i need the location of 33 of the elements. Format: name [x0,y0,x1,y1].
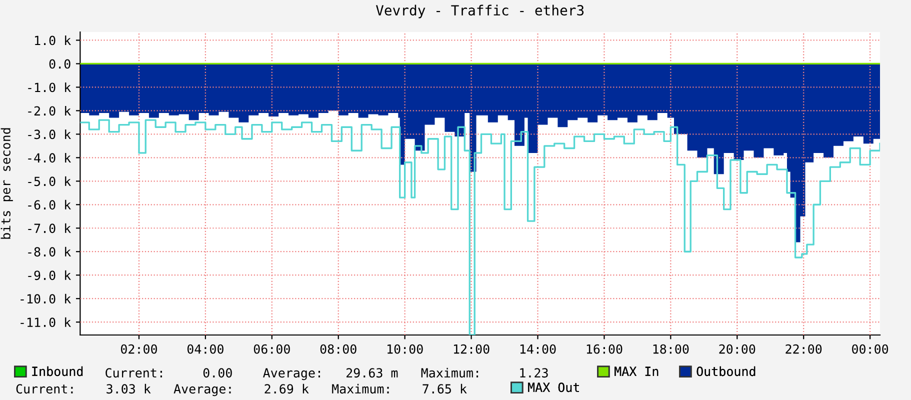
y-tick-label: -9.0 k [28,270,71,280]
y-tick-label: -7.0 k [28,223,71,234]
x-tick-label: 14:00 [520,344,556,354]
x-tick-label: 06:00 [254,344,290,354]
y-tick-label: -2.0 k [28,106,71,116]
y-tick-label: -10.0 k [20,294,71,304]
y-tick-label: -4.0 k [28,152,71,163]
legend-label: Outbound [696,366,756,376]
y-tick-label: -8.0 k [28,246,71,257]
x-tick-label: 10:00 [388,344,423,354]
y-tick-label: 0.0 [49,59,70,69]
legend-label: MAX Out [528,382,579,392]
x-tick-label: 22:00 [786,344,822,354]
x-tick-label: 12:00 [454,344,490,354]
text: Current: 0.00 Average: 29.63 m Maximum: 1.23 [106,368,548,380]
y-tick-label: -6.0 k [28,200,71,210]
y-tick-label: -11.0 k [20,317,71,328]
x-tick-label: 20:00 [719,344,756,354]
x-tick-label: 02:00 [120,344,157,354]
y-tick-label: 1.0 k [35,36,71,46]
legend-label: Inbound [32,366,83,376]
text: Current: 3.03 k Average: 2.69 k Maximum: 7.65 k [16,384,467,396]
x-tick-label: 18:00 [653,344,689,354]
legend-label: MAX In [614,366,658,376]
y-tick-label: -3.0 k [28,129,71,140]
y-tick-label: -5.0 k [28,176,71,186]
x-tick-label: 16:00 [586,344,622,354]
x-tick-label: 04:00 [187,344,224,354]
y-tick-label: -1.0 k [28,82,71,92]
chart-title: Vevrdy - Traffic - ether3 [376,4,584,18]
x-tick-label: 00:00 [852,344,888,354]
y-axis-title: bits per second [0,128,13,239]
x-tick-label: 08:00 [320,344,356,354]
